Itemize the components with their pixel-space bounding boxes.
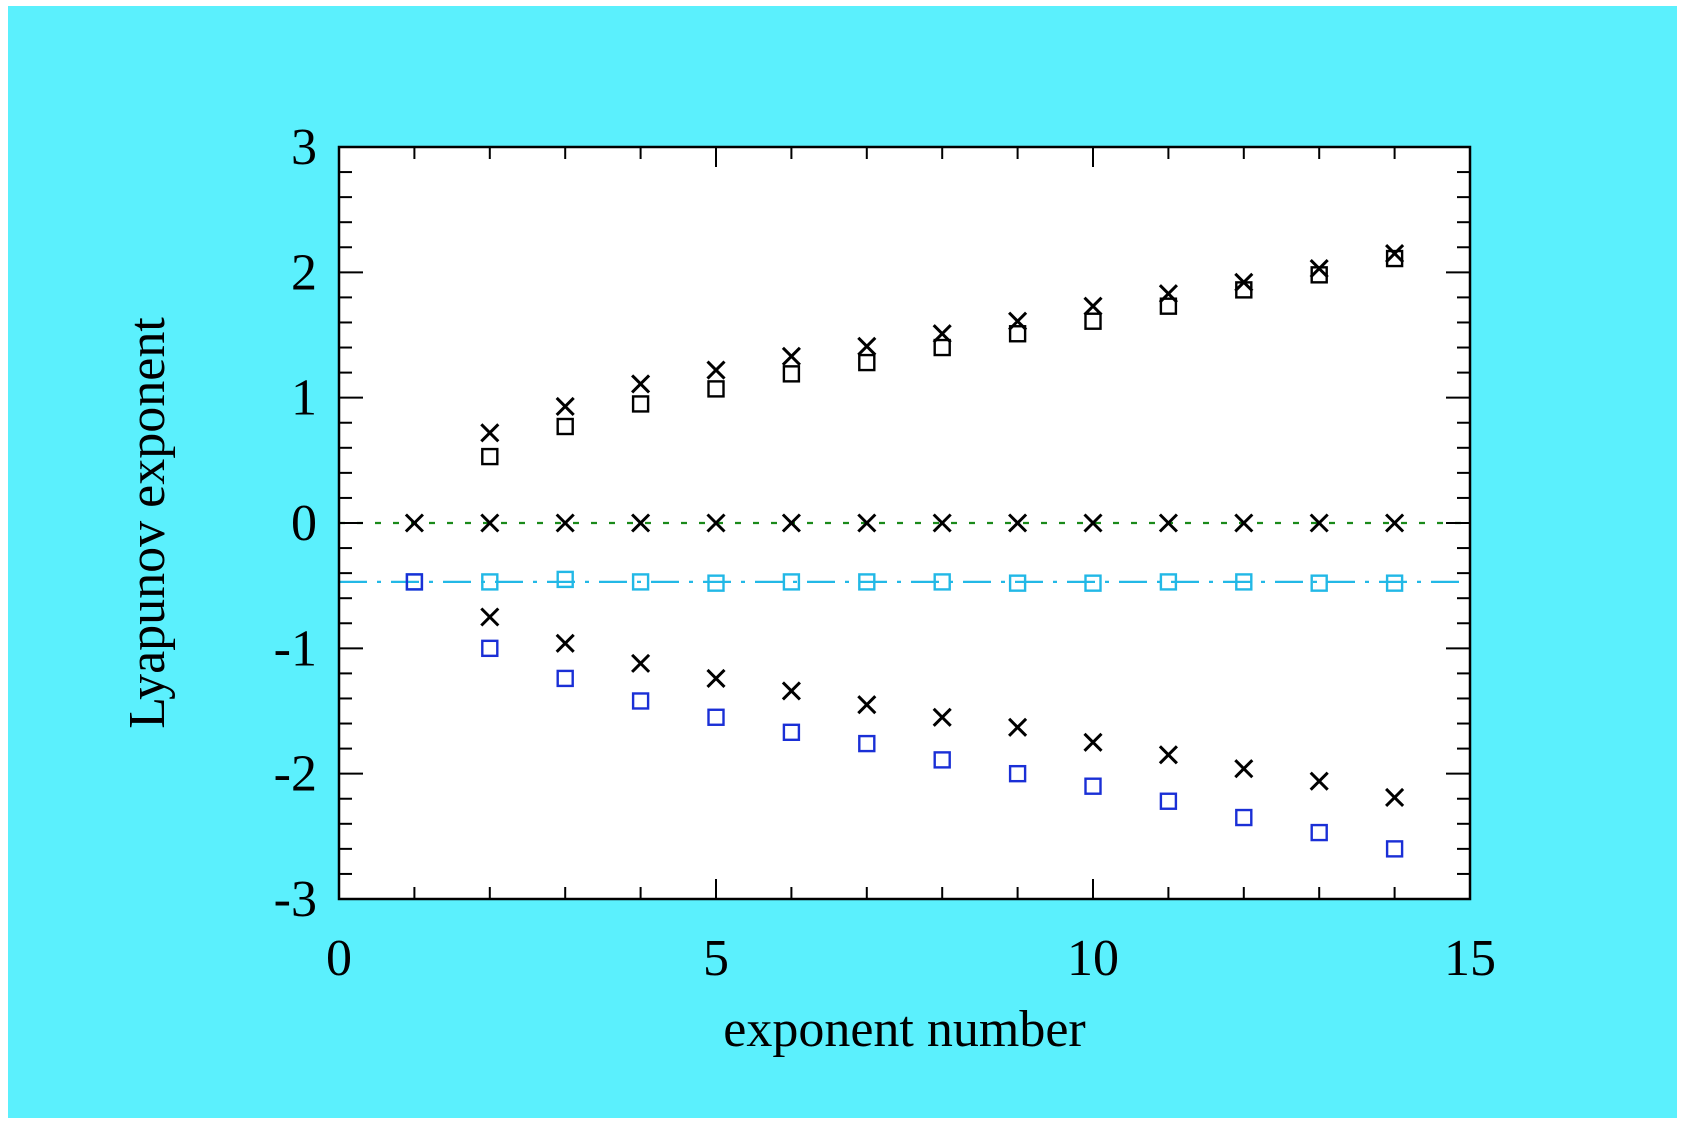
x-marker — [932, 513, 952, 533]
square-marker — [1084, 574, 1102, 592]
y-tick-label: 0 — [291, 495, 317, 552]
square-marker — [631, 573, 650, 591]
y-tick-label: 1 — [291, 370, 317, 427]
square-marker — [782, 723, 801, 742]
x-axis-title: exponent number — [723, 1001, 1085, 1058]
square-marker — [933, 338, 951, 357]
x-marker — [1083, 732, 1103, 752]
x-marker — [1234, 759, 1254, 779]
y-tick-label: -3 — [274, 871, 317, 928]
x-marker — [857, 336, 877, 356]
x-marker — [555, 633, 575, 653]
x-marker — [404, 513, 424, 533]
square-marker — [1084, 777, 1102, 795]
data-markers — [404, 243, 1405, 858]
square-marker — [405, 573, 424, 591]
x-marker — [781, 346, 801, 366]
square-marker — [1008, 325, 1027, 343]
x-marker — [1008, 513, 1028, 533]
x-marker — [555, 396, 575, 417]
x-tick-label: 10 — [1067, 930, 1119, 987]
square-marker — [1159, 297, 1178, 315]
square-marker — [707, 380, 725, 398]
square-marker — [631, 692, 650, 710]
square-marker — [782, 365, 801, 383]
y-axis-title: Lyapunov exponent — [119, 317, 176, 729]
square-marker — [1310, 574, 1328, 592]
square-marker — [1008, 764, 1027, 783]
square-marker — [631, 395, 650, 413]
square-marker — [933, 573, 951, 591]
x-marker — [706, 668, 726, 688]
square-marker — [1235, 281, 1253, 299]
square-marker — [1385, 840, 1404, 858]
x-tick-label: 15 — [1444, 930, 1496, 987]
square-marker — [858, 734, 876, 753]
square-marker — [707, 708, 725, 726]
square-marker — [556, 417, 574, 436]
x-marker — [631, 513, 651, 533]
x-marker — [1083, 296, 1103, 316]
square-marker — [707, 574, 725, 592]
square-marker — [481, 447, 499, 466]
x-marker — [706, 360, 726, 380]
x-tick-label: 0 — [326, 930, 352, 987]
y-tick-label: 3 — [291, 119, 317, 176]
x-marker — [781, 681, 801, 701]
square-marker — [1008, 574, 1027, 592]
x-marker — [1385, 243, 1405, 264]
plot-frame — [337, 145, 1472, 901]
square-marker — [858, 573, 876, 591]
plot-area — [339, 147, 1470, 899]
x-marker — [555, 513, 575, 533]
square-marker — [556, 570, 574, 589]
square-marker — [1385, 574, 1404, 592]
square-marker — [556, 669, 574, 688]
x-marker — [1083, 513, 1103, 533]
square-marker — [1310, 823, 1328, 842]
x-tick-labels: 0 5 10 15 — [326, 930, 1496, 987]
x-marker — [1385, 513, 1405, 533]
x-marker — [857, 513, 877, 533]
y-tick-label: -2 — [274, 746, 317, 803]
x-marker — [1309, 259, 1329, 279]
x-marker — [1234, 513, 1254, 533]
square-marker — [858, 353, 876, 372]
x-marker — [1309, 513, 1329, 533]
x-marker — [631, 374, 651, 394]
square-marker — [933, 751, 951, 769]
x-marker — [480, 607, 500, 627]
x-marker — [480, 423, 500, 443]
x-marker — [932, 707, 952, 727]
square-marker — [481, 639, 499, 658]
x-marker — [1158, 513, 1178, 533]
square-marker — [1235, 573, 1253, 591]
y-tick-label: -1 — [274, 620, 317, 677]
x-marker — [1158, 745, 1178, 765]
square-marker — [1159, 792, 1178, 810]
y-tick-label: 2 — [291, 244, 317, 301]
square-marker — [1385, 249, 1404, 268]
x-marker — [857, 695, 877, 715]
x-tick-label: 5 — [703, 930, 729, 987]
x-marker — [631, 653, 651, 673]
x-marker — [781, 513, 801, 533]
square-marker — [1159, 573, 1178, 591]
x-marker — [1008, 717, 1028, 737]
x-marker — [706, 513, 726, 533]
x-marker — [480, 513, 500, 533]
square-marker — [1084, 312, 1102, 330]
square-marker — [481, 573, 499, 591]
y-tick-labels: 3 2 1 0 -1 -2 -3 — [274, 119, 317, 928]
square-marker — [1310, 266, 1328, 284]
reference-lines — [339, 521, 1470, 584]
cyan-panel: 0 5 10 15 3 2 1 0 -1 -2 -3 exponent number Lyapun… — [8, 6, 1677, 1118]
x-marker — [1309, 771, 1329, 791]
square-marker — [1235, 808, 1253, 827]
x-marker — [1385, 787, 1405, 808]
square-marker — [782, 573, 801, 591]
